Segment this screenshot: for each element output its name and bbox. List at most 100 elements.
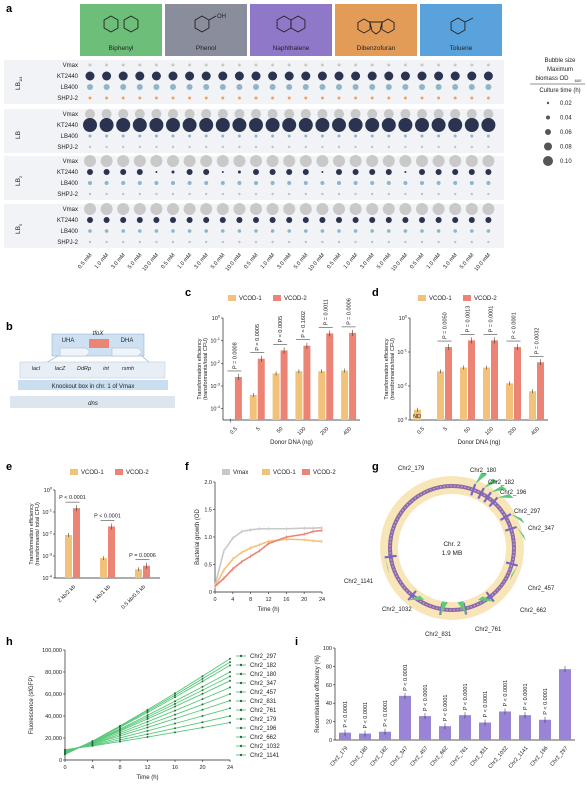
strain-label: LB400 bbox=[61, 181, 79, 187]
bubble bbox=[237, 134, 241, 138]
bubble bbox=[155, 192, 158, 196]
bubble bbox=[267, 109, 278, 119]
panel-label-a: a bbox=[6, 3, 13, 15]
bubble bbox=[420, 192, 424, 196]
bubble bbox=[286, 84, 293, 90]
data-point bbox=[119, 733, 121, 736]
bubble bbox=[371, 192, 374, 196]
strain-label: SHPJ-2 bbox=[57, 240, 78, 246]
bubble bbox=[301, 71, 311, 81]
bubble bbox=[238, 145, 241, 149]
bubble bbox=[336, 84, 342, 90]
p-value-label: P = 0.0005 bbox=[255, 324, 261, 351]
bubble bbox=[287, 96, 291, 100]
bubble bbox=[404, 171, 407, 173]
site-arrow bbox=[491, 485, 507, 493]
p-value-label: P = 0.0011 bbox=[324, 299, 330, 325]
bubble bbox=[105, 63, 109, 67]
bubble bbox=[420, 96, 424, 100]
y-tick-label: 10-2 bbox=[42, 530, 52, 539]
y-tick-label: 10-3 bbox=[397, 416, 407, 425]
bar-vcod2 bbox=[537, 362, 544, 420]
p-value-label: P < 0.0001 bbox=[543, 688, 549, 715]
bubble bbox=[117, 155, 130, 167]
bar-vcod2 bbox=[303, 345, 311, 420]
bubble bbox=[416, 203, 428, 215]
strain-label: Vmax bbox=[63, 112, 78, 118]
bubble bbox=[188, 192, 191, 196]
y-axis-label: Bacterial growth (OD bbox=[195, 508, 201, 564]
site-arrow bbox=[497, 493, 514, 499]
concentration-tick: 5.0 mM bbox=[127, 252, 144, 270]
bubble bbox=[266, 203, 279, 215]
concentration-tick: 0.5 mM bbox=[409, 252, 426, 270]
bar-vcod1 bbox=[249, 395, 257, 420]
bubble bbox=[482, 203, 495, 215]
bubble bbox=[171, 170, 175, 174]
bubble bbox=[467, 71, 477, 81]
bubble bbox=[433, 109, 444, 119]
media-label: LB2 bbox=[15, 175, 23, 186]
bubble bbox=[370, 134, 374, 138]
bubble bbox=[170, 217, 176, 223]
bubble bbox=[336, 169, 342, 175]
bar-vcod1 bbox=[483, 367, 490, 420]
bubble bbox=[348, 118, 363, 132]
bubble bbox=[266, 155, 279, 167]
bubble bbox=[286, 217, 293, 223]
y-axis-label: Transformation efficiency bbox=[29, 503, 35, 564]
bubble bbox=[302, 84, 309, 90]
bar-vcod1 bbox=[437, 371, 444, 420]
p-value-label: P < 0.0001 bbox=[423, 684, 429, 711]
data-point bbox=[229, 693, 231, 695]
bubble bbox=[420, 240, 424, 244]
bubble bbox=[453, 96, 457, 100]
data-point bbox=[229, 707, 231, 710]
bar-vcod2 bbox=[143, 565, 150, 578]
bubble bbox=[365, 118, 380, 132]
growth-line bbox=[214, 538, 323, 587]
bar-vcod2 bbox=[234, 376, 242, 420]
integration-site-mark bbox=[483, 491, 492, 503]
legend-swatch bbox=[273, 295, 281, 301]
legend-bubble bbox=[546, 115, 550, 120]
site-arrow bbox=[408, 595, 425, 601]
legend-size-label: 0.06 bbox=[560, 130, 572, 136]
y-axis-label: Transformation efficiency bbox=[197, 338, 203, 399]
bubble bbox=[221, 145, 224, 149]
bar-vcod1 bbox=[295, 371, 303, 420]
bubble bbox=[121, 134, 125, 138]
x-tick-label: 20 bbox=[301, 597, 307, 603]
data-point bbox=[229, 657, 231, 660]
bar-vcod2 bbox=[326, 333, 334, 420]
recombination-bar bbox=[359, 733, 371, 740]
bubble bbox=[333, 155, 345, 167]
bubble bbox=[88, 229, 92, 233]
data-point bbox=[174, 713, 176, 716]
bubble bbox=[287, 229, 292, 233]
bubble bbox=[254, 145, 258, 149]
bubble bbox=[453, 181, 458, 185]
concentration-tick: 5.0 mM bbox=[293, 252, 310, 270]
bubble bbox=[253, 217, 259, 223]
gene-label: DdRp bbox=[77, 366, 91, 372]
x-tick-label: Chr2_761 bbox=[449, 745, 469, 767]
legend-marker bbox=[239, 726, 243, 730]
bubble bbox=[299, 155, 312, 167]
bubble bbox=[470, 145, 473, 149]
bubble bbox=[486, 229, 491, 233]
bubble bbox=[437, 63, 441, 67]
bubble bbox=[483, 109, 494, 119]
legend-bubble bbox=[543, 156, 553, 166]
legend-marker bbox=[239, 744, 243, 748]
bubble bbox=[271, 192, 274, 196]
data-point bbox=[146, 720, 149, 723]
bubble bbox=[188, 134, 192, 138]
legend-marker bbox=[239, 690, 243, 694]
y-tick-label: 100 bbox=[44, 486, 53, 495]
bubble bbox=[188, 63, 192, 67]
substrate-name: Dibenzofuran bbox=[357, 45, 396, 52]
data-point bbox=[201, 689, 204, 692]
bubble bbox=[254, 181, 258, 185]
bubble bbox=[303, 181, 308, 185]
